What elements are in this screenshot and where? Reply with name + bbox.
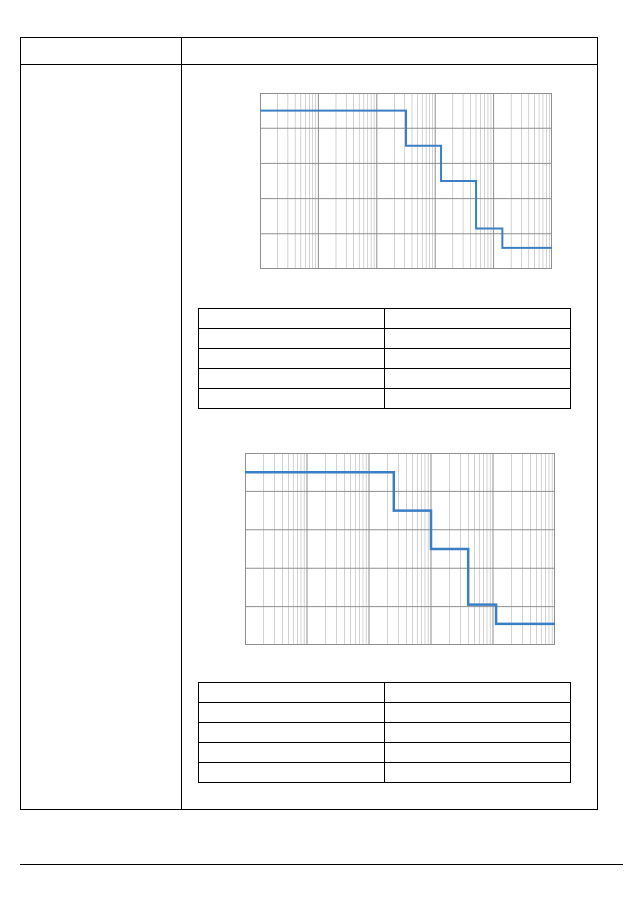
chart-svg [245,453,555,645]
table-cell [385,389,571,409]
table-cell [199,723,385,743]
table-cell [199,369,385,389]
table-cell [199,349,385,369]
series-line [260,111,552,248]
inner-table-2 [198,682,571,783]
inner-table-1 [198,308,571,409]
table-cell [199,309,385,329]
table-cell [385,743,571,763]
table-cell [385,329,571,349]
table-cell [385,309,571,329]
table-cell [385,723,571,743]
table-cell [199,743,385,763]
table-cell [385,763,571,783]
table-cell [199,329,385,349]
chart-2 [245,453,555,645]
outer-cell-b1 [21,65,182,810]
footer-rule [20,864,623,865]
table-cell [199,763,385,783]
table-row [199,369,571,389]
table-row [199,763,571,783]
table-row [199,349,571,369]
outer-cell-h2 [182,38,598,65]
chart-svg [260,93,552,269]
chart-1 [260,93,552,269]
table-cell [199,683,385,703]
outer-header-row [21,38,598,65]
outer-cell-h1 [21,38,182,65]
table-row [199,743,571,763]
table-row [199,703,571,723]
page [0,0,643,901]
table-cell [385,703,571,723]
table-cell [199,389,385,409]
table-row [199,683,571,703]
table-cell [199,703,385,723]
table-row [199,723,571,743]
table-cell [385,369,571,389]
table-cell [385,349,571,369]
table-cell [385,683,571,703]
table-row [199,329,571,349]
table-row [199,389,571,409]
series-line [245,472,555,624]
table-row [199,309,571,329]
